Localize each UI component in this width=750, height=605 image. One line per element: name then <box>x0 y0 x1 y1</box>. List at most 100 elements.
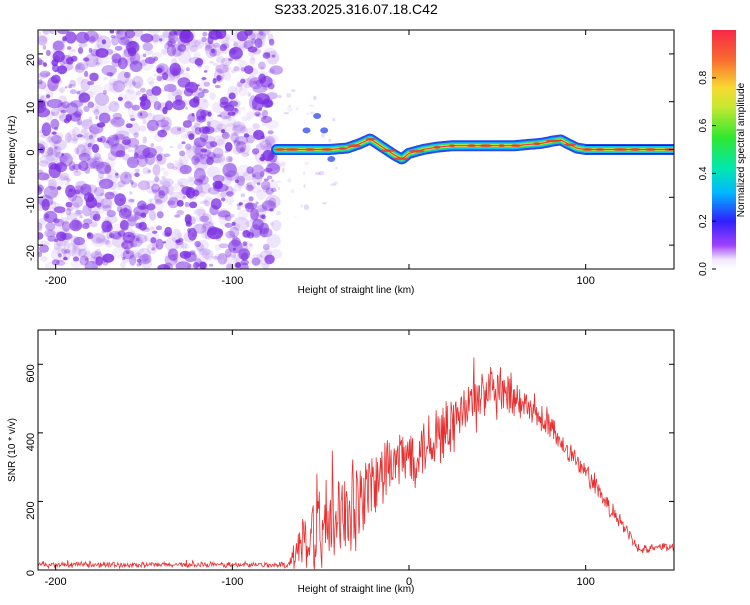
noise-blob <box>157 186 169 196</box>
noise-blob <box>172 84 176 87</box>
noise-blob <box>68 188 73 192</box>
noise-blob <box>109 74 113 78</box>
noise-blob <box>234 179 239 184</box>
noise-blob <box>148 55 157 65</box>
noise-blob <box>145 180 152 184</box>
noise-blob <box>290 189 295 194</box>
noise-blob <box>69 219 83 232</box>
noise-blob <box>235 84 244 92</box>
noise-blob <box>241 107 246 110</box>
noise-blob <box>225 115 232 121</box>
noise-blob <box>173 183 180 191</box>
noise-blob <box>122 256 126 260</box>
noise-blob <box>183 164 190 173</box>
noise-blob <box>259 257 273 266</box>
noise-blob <box>95 115 98 120</box>
noise-blob <box>139 216 147 225</box>
ridge-hotspot <box>613 148 628 151</box>
noise-blob <box>56 30 70 35</box>
noise-blob <box>112 247 126 259</box>
noise-blob <box>108 136 119 149</box>
noise-blob <box>201 249 214 260</box>
noise-blob <box>39 100 49 109</box>
noise-blob <box>167 197 179 209</box>
colorbar-label: Normalized spectral amplitude <box>736 82 747 217</box>
noise-blob <box>246 127 255 135</box>
noise-blob <box>128 79 136 88</box>
noise-blob <box>240 67 247 72</box>
noise-blob <box>77 134 86 141</box>
noise-blob <box>88 134 94 140</box>
noise-blob <box>117 71 130 84</box>
noise-blob <box>93 109 100 116</box>
noise-blob <box>315 171 321 176</box>
noise-blob <box>74 147 80 155</box>
noise-blob <box>134 252 142 258</box>
noise-blob <box>130 230 136 234</box>
noise-blob <box>51 74 61 84</box>
noise-blob <box>141 93 148 100</box>
noise-blob <box>229 48 236 55</box>
noise-blob <box>136 258 142 263</box>
noise-blob <box>167 34 176 40</box>
noise-blob <box>170 126 182 136</box>
noise-blob <box>256 31 267 40</box>
noise-blob <box>173 63 181 71</box>
noise-blob <box>146 112 156 123</box>
noise-blob <box>286 93 292 98</box>
noise-blob <box>163 71 176 82</box>
noise-blob <box>134 30 143 40</box>
noise-blob <box>236 140 242 145</box>
noise-blob <box>50 107 60 117</box>
noise-blob <box>153 56 159 62</box>
noise-blob <box>129 191 133 195</box>
noise-blob <box>52 40 66 53</box>
noise-blob <box>303 184 306 188</box>
noise-blob <box>75 220 84 230</box>
noise-blob <box>169 62 181 76</box>
noise-blob <box>151 183 161 193</box>
noise-blob <box>52 40 64 51</box>
noise-blob <box>225 155 233 163</box>
noise-blob <box>238 86 248 97</box>
noise-blob <box>248 196 254 202</box>
noise-blob <box>261 262 270 269</box>
noise-blob <box>283 112 290 115</box>
noise-blob <box>71 48 76 53</box>
ridge-hotspot <box>448 144 456 148</box>
noise-blob <box>137 200 147 210</box>
noise-blob <box>113 34 123 40</box>
noise-blob <box>161 72 169 81</box>
noise-blob <box>39 70 51 78</box>
noise-blob <box>65 102 79 115</box>
noise-blob <box>260 115 273 124</box>
noise-blob <box>81 127 88 134</box>
noise-blob <box>282 167 285 173</box>
noise-blob <box>259 222 270 235</box>
noise-blob <box>102 204 112 212</box>
noise-blob <box>127 149 134 153</box>
noise-blob <box>259 227 273 238</box>
noise-blob <box>251 96 264 111</box>
noise-blob <box>112 235 126 248</box>
snr-frame <box>37 329 675 571</box>
noise-blob <box>98 170 104 179</box>
noise-blob <box>56 231 67 242</box>
noise-blob <box>191 125 198 132</box>
noise-blob <box>260 135 265 140</box>
noise-blob <box>164 83 177 93</box>
noise-blob <box>127 216 137 227</box>
noise-blob <box>193 223 207 234</box>
noise-blob <box>165 103 170 109</box>
noise-blob <box>169 191 186 203</box>
noise-blob <box>123 207 128 213</box>
noise-blob <box>147 30 160 34</box>
noise-blob <box>78 42 88 48</box>
noise-blob <box>255 113 260 117</box>
noise-blob <box>117 96 123 101</box>
noise-blob <box>245 30 257 40</box>
noise-blob <box>156 67 163 74</box>
noise-blob <box>193 123 201 130</box>
noise-blob <box>222 114 228 120</box>
noise-blob <box>137 255 151 266</box>
